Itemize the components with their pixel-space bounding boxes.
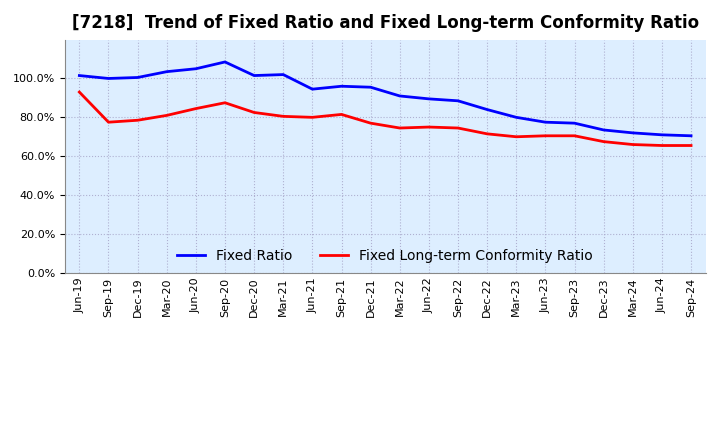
Fixed Long-term Conformity Ratio — [570, 133, 579, 139]
Fixed Ratio — [599, 127, 608, 132]
Fixed Ratio — [483, 107, 492, 112]
Fixed Ratio — [133, 75, 142, 80]
Fixed Long-term Conformity Ratio — [599, 139, 608, 144]
Fixed Ratio — [395, 93, 404, 99]
Fixed Ratio — [250, 73, 258, 78]
Fixed Ratio — [425, 96, 433, 102]
Fixed Long-term Conformity Ratio — [337, 112, 346, 117]
Fixed Long-term Conformity Ratio — [308, 115, 317, 120]
Fixed Long-term Conformity Ratio — [133, 117, 142, 123]
Fixed Long-term Conformity Ratio — [192, 106, 200, 111]
Fixed Long-term Conformity Ratio — [279, 114, 287, 119]
Fixed Long-term Conformity Ratio — [483, 131, 492, 136]
Line: Fixed Ratio: Fixed Ratio — [79, 62, 691, 136]
Fixed Long-term Conformity Ratio — [250, 110, 258, 115]
Fixed Long-term Conformity Ratio — [220, 100, 229, 106]
Fixed Ratio — [220, 59, 229, 65]
Fixed Ratio — [104, 76, 113, 81]
Fixed Long-term Conformity Ratio — [104, 120, 113, 125]
Fixed Ratio — [454, 98, 462, 103]
Fixed Long-term Conformity Ratio — [425, 125, 433, 130]
Fixed Long-term Conformity Ratio — [454, 125, 462, 131]
Fixed Ratio — [366, 84, 375, 90]
Fixed Long-term Conformity Ratio — [629, 142, 637, 147]
Legend: Fixed Ratio, Fixed Long-term Conformity Ratio: Fixed Ratio, Fixed Long-term Conformity … — [172, 243, 598, 268]
Fixed Ratio — [308, 87, 317, 92]
Fixed Ratio — [337, 84, 346, 89]
Fixed Ratio — [192, 66, 200, 71]
Fixed Long-term Conformity Ratio — [395, 125, 404, 131]
Fixed Ratio — [512, 115, 521, 120]
Fixed Ratio — [687, 133, 696, 139]
Fixed Long-term Conformity Ratio — [163, 113, 171, 118]
Fixed Long-term Conformity Ratio — [687, 143, 696, 148]
Fixed Long-term Conformity Ratio — [366, 121, 375, 126]
Fixed Ratio — [657, 132, 666, 137]
Fixed Ratio — [75, 73, 84, 78]
Fixed Ratio — [541, 120, 550, 125]
Fixed Ratio — [163, 69, 171, 74]
Line: Fixed Long-term Conformity Ratio: Fixed Long-term Conformity Ratio — [79, 92, 691, 146]
Fixed Ratio — [279, 72, 287, 77]
Fixed Long-term Conformity Ratio — [541, 133, 550, 139]
Fixed Long-term Conformity Ratio — [75, 89, 84, 95]
Fixed Long-term Conformity Ratio — [657, 143, 666, 148]
Fixed Ratio — [629, 130, 637, 136]
Fixed Ratio — [570, 121, 579, 126]
Fixed Long-term Conformity Ratio — [512, 134, 521, 139]
Title: [7218]  Trend of Fixed Ratio and Fixed Long-term Conformity Ratio: [7218] Trend of Fixed Ratio and Fixed Lo… — [71, 15, 699, 33]
